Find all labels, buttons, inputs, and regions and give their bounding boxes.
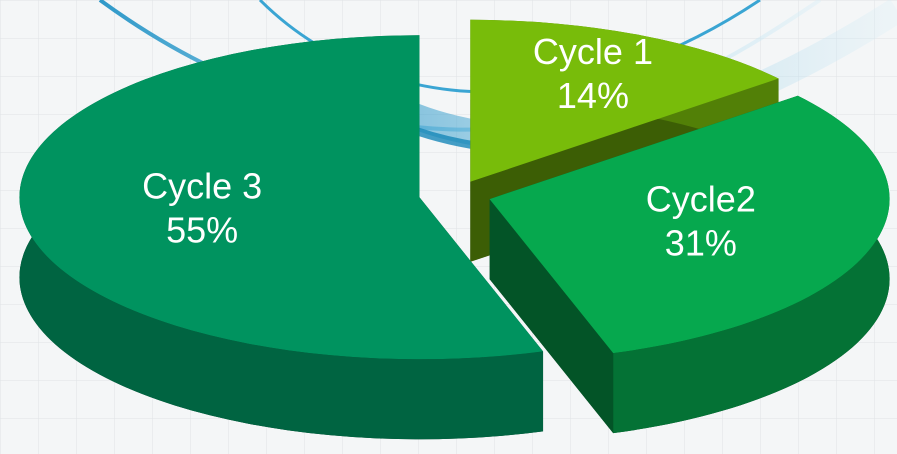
- slice-label: Cycle 3: [142, 166, 262, 207]
- slice-value-label: 31%: [665, 222, 737, 263]
- slice: [470, 19, 779, 182]
- slice-value-label: 55%: [166, 210, 238, 251]
- slice-label: Cycle 1: [533, 31, 653, 72]
- slice: [489, 95, 890, 354]
- slice-label: Cycle2: [646, 178, 756, 219]
- slice-value-label: 14%: [557, 75, 629, 116]
- slice: [19, 35, 544, 360]
